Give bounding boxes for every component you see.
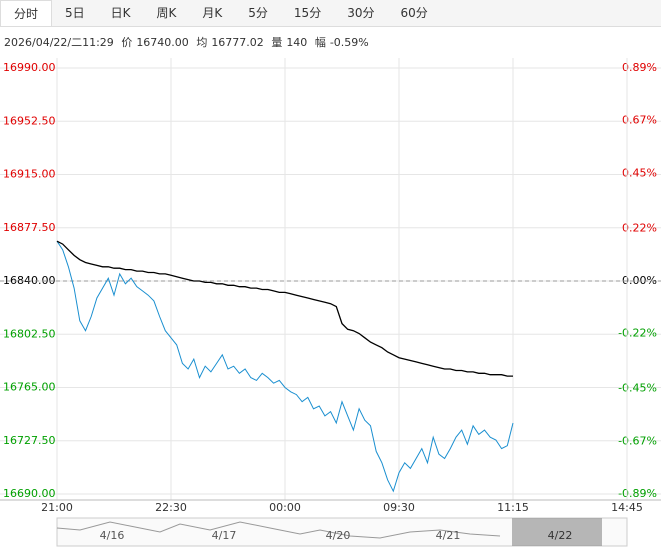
tab[interactable]: 月K [202,6,223,20]
y-tick-label: 16727.50 [3,434,56,447]
tab[interactable]: 5日 [65,6,85,20]
info-label: 量 [271,36,283,49]
x-tick-label: 09:30 [383,501,415,514]
y2-tick-label: -0.89% [618,487,657,500]
y2-tick-label: -0.45% [618,382,657,395]
info-value: 16777.02 [211,36,264,49]
info-label: 价 [121,36,133,49]
x-tick-label: 22:30 [155,501,187,514]
x-tick-label: 14:45 [611,501,643,514]
y2-tick-label: 0.45% [622,166,657,179]
tab[interactable]: 5分 [248,6,268,20]
info-label: 均 [196,36,208,49]
tab-bar: 分时 5日 日K 周K 月K 5分 15分 30分 60分 [0,0,661,27]
tab[interactable]: 周K [156,6,177,20]
y2-tick-label: -0.22% [618,327,657,340]
info-value: -0.59% [329,36,369,49]
x-tick-label: 00:00 [269,501,301,514]
y-tick-label: 16990.00 [3,61,56,74]
info-label: 幅 [314,36,326,49]
info-value: 140 [286,36,308,49]
y-tick-label: 16765.00 [3,381,56,394]
series-line [56,240,514,493]
y-tick-label: 16952.50 [3,114,56,127]
y2-tick-label: 0.89% [622,61,657,74]
navigator-label: 4/21 [436,529,461,542]
navigator-label: 4/20 [326,529,351,542]
info-time: 2026/04/22/二11:29 [4,36,114,49]
series-line [56,240,513,377]
tab[interactable]: 分时 [0,0,53,26]
navigator-label: 4/17 [212,529,237,542]
x-tick-label: 21:00 [41,501,73,514]
x-tick-label: 11:15 [497,501,529,514]
y-tick-label: 16877.50 [3,221,56,234]
navigator-label: 4/16 [100,529,125,542]
y2-tick-label: -0.67% [618,434,657,447]
info-value: 16740.00 [136,36,189,49]
tab[interactable]: 15分 [293,6,322,20]
navigator-selection[interactable] [512,518,602,546]
y2-tick-label: 0.22% [622,221,657,234]
navigator-line [56,521,501,539]
tab[interactable]: 30分 [347,6,375,20]
y2-tick-label: 0.67% [622,114,657,127]
y-tick-label: 16690.00 [3,487,56,500]
navigator-label: 4/22 [548,529,573,542]
tab[interactable]: 60分 [400,6,428,20]
y-tick-label: 16915.00 [3,168,56,181]
y-tick-label: 16802.50 [3,327,56,340]
tab[interactable]: 日K [110,6,131,20]
